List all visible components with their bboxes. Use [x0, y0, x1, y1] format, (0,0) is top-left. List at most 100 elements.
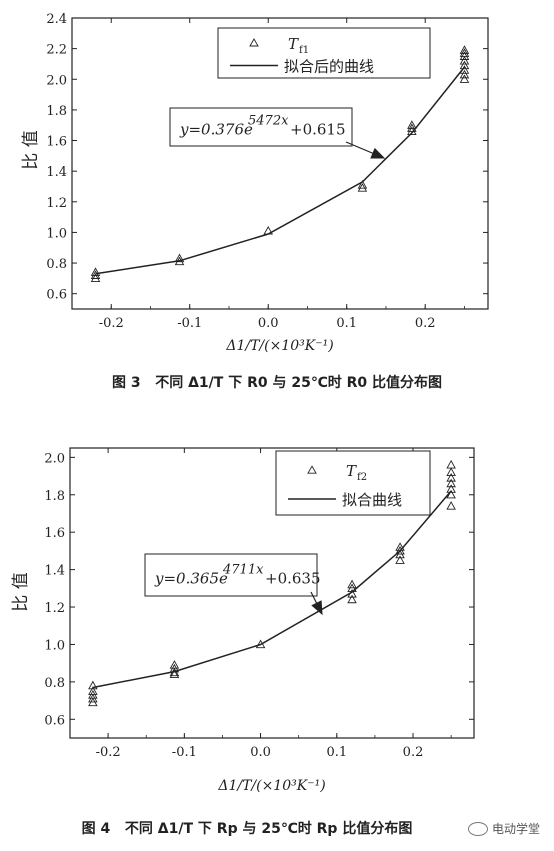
chart1-equation-tail: +0.615	[290, 121, 346, 139]
chart1-plot-frame	[71, 17, 489, 310]
chart2-data-point	[395, 549, 405, 559]
chart2-data-point	[347, 589, 357, 598]
chart2-data-point	[169, 669, 180, 679]
chart1-y-tick-label: 0.6	[46, 288, 67, 303]
chart1-data-point	[90, 273, 101, 283]
chat-bubble-icon	[467, 821, 488, 836]
chart2-y-tick-label: 1.2	[44, 601, 65, 616]
chart2-data-point	[446, 489, 456, 499]
chart1-data-point	[459, 55, 470, 65]
chart1-data-point	[357, 183, 368, 192]
chart1-x-axis-label: Δ1/T/(×10³K⁻¹)	[225, 338, 333, 354]
chart1-equation-exponent: 5472x	[248, 114, 289, 129]
chart2-data-point	[255, 639, 266, 649]
watermark: 电动学堂	[467, 820, 540, 837]
chart1-data-point	[459, 60, 470, 70]
chart1-x-tick-label: 0.0	[258, 316, 279, 331]
chart2-data-point	[395, 555, 405, 564]
chart1-y-tick-label: 1.4	[46, 165, 67, 180]
chart2-equation-box	[144, 553, 318, 597]
chart1-fit-curve	[95, 66, 466, 275]
figure-3-number: 图 3	[111, 375, 141, 391]
chart2-data-point	[446, 501, 456, 510]
chart1-y-tick-label: 2.4	[46, 12, 67, 27]
chart1-x-tick-label: -0.2	[99, 316, 124, 331]
chart2-y-tick-label: 1.8	[44, 489, 65, 504]
chart1-legend-marker-label: T	[288, 35, 299, 53]
chart1-data-point	[459, 69, 470, 79]
chart2-y-tick-label: 2.0	[44, 451, 65, 466]
chart2-data-point	[446, 484, 456, 493]
chart2-x-axis-label: Δ1/T/(×10³K⁻¹)	[217, 778, 325, 794]
chart2-data-point	[88, 680, 98, 690]
chart2-legend-line-label: 拟合曲线	[342, 491, 402, 509]
chart2-x-tick-label: -0.2	[96, 745, 121, 760]
chart2-data-point	[446, 478, 456, 488]
chart1-x-tick-label: -0.1	[177, 316, 202, 331]
chart2-y-tick-label: 1.6	[44, 526, 65, 541]
chart1-data-point	[174, 256, 185, 266]
chart1-y-tick-label: 2.0	[46, 73, 67, 88]
chart1-data-point	[459, 45, 470, 54]
chart2-data-point	[169, 667, 180, 677]
chart1-data-point	[407, 123, 417, 132]
chart2-y-tick-label: 1.4	[44, 564, 65, 579]
chart1-legend-marker	[249, 38, 259, 47]
chart2-equation-tail: +0.635	[265, 569, 321, 587]
watermark-text: 电动学堂	[491, 822, 540, 836]
chart2-data-point	[169, 663, 180, 673]
chart2-y-tick-label: 0.8	[44, 676, 65, 691]
chart2-arrow-head	[311, 600, 323, 616]
chart2-data-point	[446, 459, 456, 469]
chart2-data-point	[347, 594, 357, 604]
chart2-data-point	[446, 467, 456, 476]
chart1-data-point	[90, 267, 101, 276]
chart1-y-tick-label: 1.0	[46, 226, 67, 241]
chart1-equation-box	[169, 107, 353, 147]
chart2-data-point	[395, 545, 405, 555]
figure-3-title: 不同 Δ1/T 下 R0 与 25℃时 R0 比值分布图	[155, 375, 443, 391]
chart1-y-tick-label: 0.8	[46, 257, 67, 272]
chart2-legend-marker	[307, 465, 317, 474]
chart1-arrow-head	[370, 147, 386, 159]
chart1-data-point	[459, 65, 470, 74]
chart1-data-point	[263, 225, 273, 235]
chart2-legend-box	[275, 450, 431, 516]
chart1-y-tick-label: 1.8	[46, 104, 67, 119]
chart2-x-tick-label: -0.1	[172, 745, 197, 760]
chart2-legend-marker-subscript: f2	[357, 472, 367, 483]
chart2-x-tick-label: 0.2	[403, 745, 424, 760]
chart1-data-point	[357, 180, 368, 189]
figure-3-caption: 图 3 不同 Δ1/T 下 R0 与 25℃时 R0 比值分布图	[0, 372, 554, 392]
chart2-data-point	[446, 473, 456, 482]
figure-4-caption: 图 4 不同 Δ1/T 下 Rp 与 25℃时 Rp 比值分布图	[0, 818, 524, 838]
chart2-legend-marker-label: T	[346, 462, 357, 480]
figure-4-number: 图 4	[81, 821, 111, 837]
chart1-y-axis-label: 比 值	[21, 130, 41, 169]
chart1-y-tick-label: 1.6	[46, 135, 67, 150]
chart2-equation-main: y=0.365e	[154, 569, 228, 587]
chart1-data-point	[459, 51, 470, 60]
chart2-data-point	[347, 579, 357, 589]
chart2-equation-exponent: 4711x	[222, 562, 264, 577]
chart1-data-point	[174, 253, 185, 263]
chart1-legend-marker-subscript: f1	[299, 45, 309, 56]
chart2-data-point	[88, 693, 98, 703]
chart2-data-point	[347, 583, 357, 592]
chart1-y-tick-label: 1.2	[46, 196, 67, 211]
chart1-x-tick-label: 0.2	[415, 316, 436, 331]
chart1-data-point	[407, 126, 417, 135]
chart1-y-tick-label: 2.2	[46, 43, 67, 58]
chart2-x-tick-label: 0.1	[326, 745, 347, 760]
chart2-y-axis-label: 比 值	[11, 572, 31, 611]
chart1-x-tick-label: 0.1	[336, 316, 357, 331]
chart1-equation-main: y=0.376e	[179, 121, 253, 139]
chart2-x-tick-label: 0.0	[250, 745, 271, 760]
chart1-legend-line-label: 拟合后的曲线	[284, 58, 374, 76]
chart1-data-point	[90, 270, 101, 279]
chart1-data-point	[459, 74, 470, 83]
chart1-legend-box	[217, 27, 431, 79]
chart2-plot-frame	[69, 447, 475, 739]
figure-4-title: 不同 Δ1/T 下 Rp 与 25℃时 Rp 比值分布图	[124, 821, 413, 837]
